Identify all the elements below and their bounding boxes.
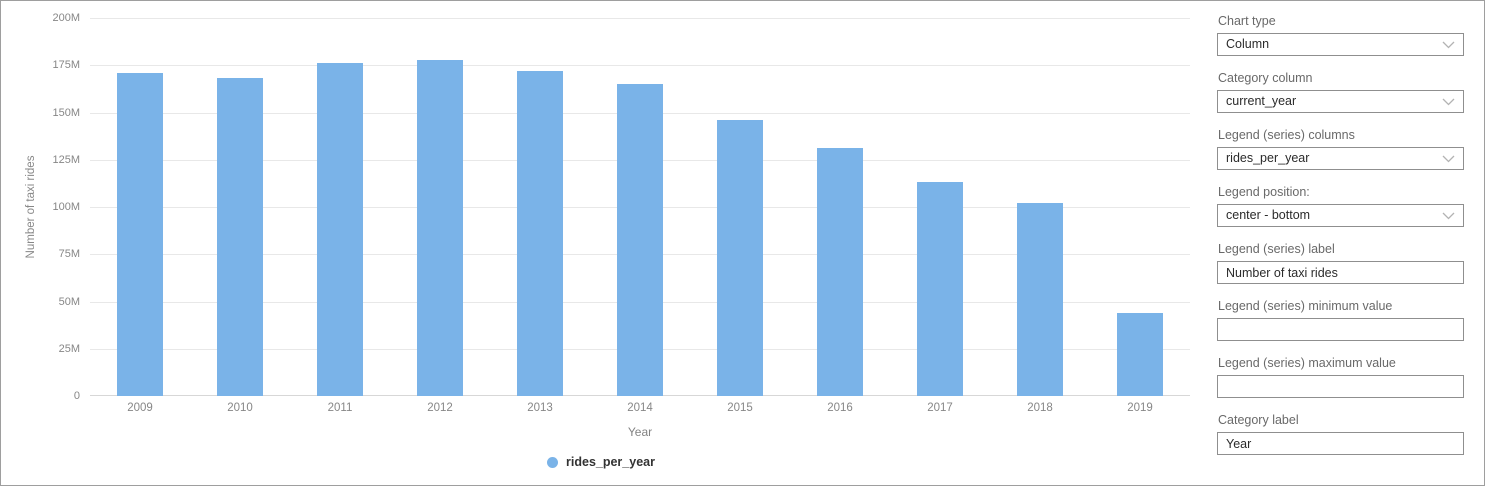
chevron-down-icon: [1442, 41, 1455, 49]
chart-area: Number of taxi rides 0 25M 50M 75M 100M 125M 1…: [1, 1, 1201, 485]
x-tick-label-2015: 2015: [727, 402, 753, 414]
x-tick-label-2018: 2018: [1027, 402, 1053, 414]
y-axis-ticks: 0 25M 50M 75M 100M 125M 150M 175M 200M: [1, 12, 80, 402]
legend-series-color-dot-icon: [547, 456, 559, 468]
legend-min-label: Legend (series) minimum value: [1218, 299, 1393, 313]
legend-columns-dropdown[interactable]: rides_per_year: [1217, 147, 1464, 170]
bar-2016: [817, 148, 863, 396]
chevron-down-icon: [1442, 155, 1455, 163]
chevron-down-icon: [1442, 98, 1455, 106]
bar-2013: [517, 71, 563, 396]
y-tick-label-100M: 100M: [52, 201, 80, 213]
x-tick-label-2012: 2012: [427, 402, 453, 414]
legend-max-label: Legend (series) maximum value: [1218, 356, 1396, 370]
y-tick-label-50M: 50M: [58, 296, 80, 308]
x-tick-label-2014: 2014: [627, 402, 653, 414]
bar-2012: [417, 60, 463, 396]
y-tick-label-0: 0: [73, 390, 80, 402]
category-label-field: Category label: [1217, 413, 1464, 455]
legend-max-input[interactable]: [1218, 376, 1463, 397]
legend-label-label: Legend (series) label: [1218, 242, 1335, 256]
x-tick-label-2009: 2009: [127, 402, 153, 414]
bar-2014: [617, 84, 663, 396]
plot-area: [90, 18, 1190, 396]
category-label-input[interactable]: [1218, 433, 1463, 454]
bar-2018: [1017, 203, 1063, 396]
y-tick-label-200M: 200M: [52, 12, 80, 24]
legend-columns-label: Legend (series) columns: [1218, 128, 1355, 142]
legend-position-label: Legend position:: [1218, 185, 1310, 199]
legend-label-input-box: [1217, 261, 1464, 284]
category-column-dropdown[interactable]: current_year: [1217, 90, 1464, 113]
legend-series-label: rides_per_year: [566, 455, 655, 469]
category-label-label: Category label: [1218, 413, 1299, 427]
chevron-down-icon: [1442, 212, 1455, 220]
legend-label-field: Legend (series) label: [1217, 242, 1464, 284]
y-tick-label-125M: 125M: [52, 154, 80, 166]
bar-2017: [917, 182, 963, 396]
legend-label-input[interactable]: [1218, 262, 1463, 283]
legend-max-input-box: [1217, 375, 1464, 398]
x-tick-label-2019: 2019: [1127, 402, 1153, 414]
x-tick-label-2016: 2016: [827, 402, 853, 414]
chart-type-field: Chart type Column: [1217, 14, 1464, 56]
y-tick-label-175M: 175M: [52, 59, 80, 71]
legend-max-field: Legend (series) maximum value: [1217, 356, 1464, 398]
y-tick-label-25M: 25M: [58, 343, 80, 355]
gridline-175M: [90, 65, 1190, 66]
bar-2015: [717, 120, 763, 396]
bar-2011: [317, 63, 363, 396]
legend-columns-field: Legend (series) columns rides_per_year: [1217, 128, 1464, 170]
chart-type-value: Column: [1226, 37, 1270, 51]
chart-type-dropdown[interactable]: Column: [1217, 33, 1464, 56]
category-label-input-box: [1217, 432, 1464, 455]
category-column-value: current_year: [1226, 94, 1297, 108]
legend-min-input[interactable]: [1218, 319, 1463, 340]
legend-min-input-box: [1217, 318, 1464, 341]
bar-2019: [1117, 313, 1163, 396]
y-tick-label-75M: 75M: [58, 248, 80, 260]
legend-columns-value: rides_per_year: [1226, 151, 1310, 165]
chart-type-label: Chart type: [1218, 14, 1276, 28]
category-column-field: Category column current_year: [1217, 71, 1464, 113]
legend-position-value: center - bottom: [1226, 208, 1311, 222]
legend-position-dropdown[interactable]: center - bottom: [1217, 204, 1464, 227]
x-tick-label-2010: 2010: [227, 402, 253, 414]
bar-2010: [217, 78, 263, 396]
gridline-200M: [90, 18, 1190, 19]
category-column-label: Category column: [1218, 71, 1313, 85]
x-tick-label-2013: 2013: [527, 402, 553, 414]
chart-settings-panel: Chart type Column Category column curren…: [1217, 14, 1464, 470]
x-tick-label-2011: 2011: [327, 402, 353, 414]
legend-position-field: Legend position: center - bottom: [1217, 185, 1464, 227]
legend-item-rides-per-year[interactable]: rides_per_year: [547, 455, 655, 469]
x-axis-title: Year: [627, 425, 653, 439]
legend-min-field: Legend (series) minimum value: [1217, 299, 1464, 341]
x-axis-ticks: 2009 2010 2011 2012 2013 2014 2015 2016 2017 2018…: [90, 402, 1190, 416]
x-tick-label-2017: 2017: [927, 402, 953, 414]
bar-2009: [117, 73, 163, 396]
y-tick-label-150M: 150M: [52, 107, 80, 119]
chart-legend: rides_per_year: [1, 455, 1201, 469]
